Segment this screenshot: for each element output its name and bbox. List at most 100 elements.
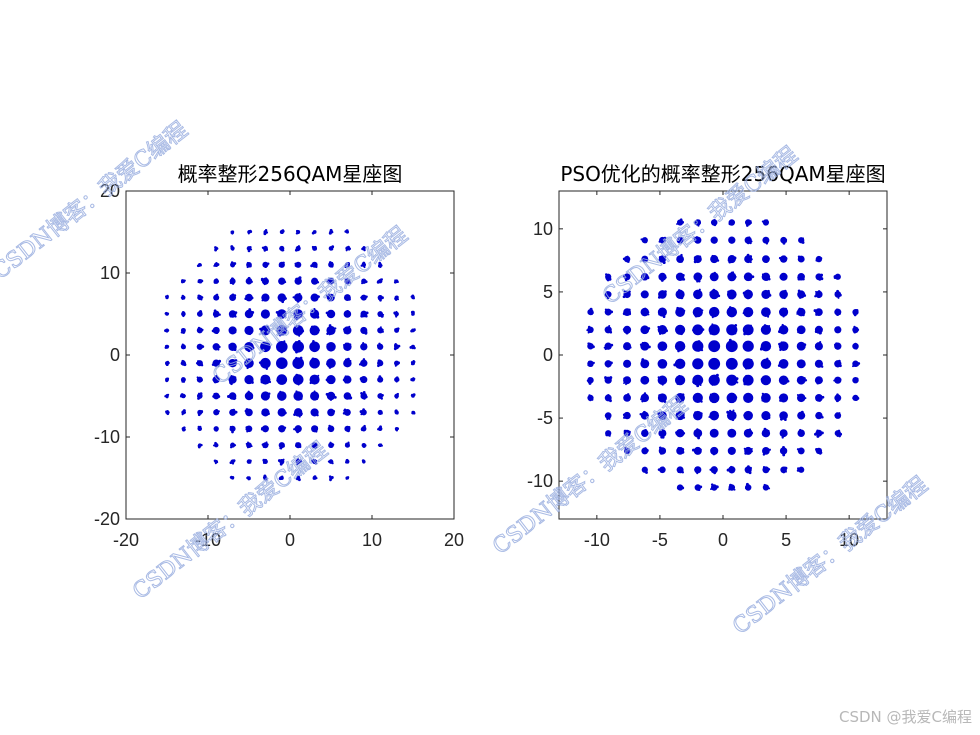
constellation-point: [675, 375, 686, 386]
constellation-point-noise: [378, 410, 381, 413]
constellation-point-noise: [313, 390, 316, 393]
constellation-point-noise: [345, 442, 348, 445]
constellation-point-noise: [265, 231, 268, 234]
constellation-point-noise: [282, 309, 285, 313]
constellation-point-noise: [743, 332, 746, 336]
constellation-point-noise: [298, 326, 301, 329]
constellation-point-noise: [713, 399, 717, 402]
constellation-point-noise: [784, 240, 787, 243]
constellation-point-noise: [228, 343, 231, 347]
constellation-point-noise: [660, 415, 663, 419]
constellation-point-noise: [332, 410, 336, 413]
constellation-point-noise: [745, 482, 749, 486]
constellation-point-noise: [731, 296, 734, 300]
constellation-point-noise: [590, 312, 593, 316]
constellation-point: [309, 357, 320, 369]
constellation-point-noise: [295, 442, 299, 445]
constellation-point-noise: [662, 448, 666, 452]
constellation-point-noise: [660, 394, 663, 396]
constellation-point-noise: [678, 342, 681, 345]
constellation-point-noise: [328, 262, 331, 266]
constellation-point-noise: [676, 400, 679, 403]
constellation-point-noise: [348, 362, 351, 365]
constellation-point-noise: [733, 256, 737, 260]
constellation-point-noise: [836, 289, 839, 293]
constellation-point-noise: [798, 258, 801, 261]
constellation-point-noise: [200, 279, 204, 283]
constellation-point-noise: [838, 312, 841, 316]
constellation-point-noise: [628, 312, 632, 316]
constellation-point-noise: [677, 359, 681, 363]
constellation-point-noise: [729, 341, 732, 344]
constellation-point-noise: [229, 425, 233, 429]
constellation-point-noise: [731, 393, 734, 397]
constellation-point-noise: [625, 359, 628, 363]
constellation-point-noise: [261, 443, 265, 446]
constellation-point: [725, 357, 738, 370]
constellation-point-noise: [626, 393, 630, 396]
y-tick-label: -10: [94, 427, 120, 447]
constellation-point-noise: [284, 327, 287, 330]
constellation-point-noise: [761, 273, 765, 276]
constellation-point-noise: [659, 452, 663, 455]
constellation-point-noise: [164, 346, 168, 349]
constellation-point-noise: [200, 344, 203, 348]
constellation-point-noise: [623, 346, 626, 349]
constellation-point-noise: [625, 331, 629, 335]
constellation-point-noise: [699, 448, 702, 451]
constellation-point-noise: [693, 260, 697, 264]
constellation-point: [292, 374, 304, 385]
constellation-point-noise: [247, 315, 249, 317]
constellation-point-noise: [696, 393, 699, 396]
constellation-point-noise: [330, 248, 334, 251]
constellation-point-noise: [248, 230, 251, 233]
constellation-point-noise: [277, 459, 281, 463]
constellation-point-noise: [312, 340, 315, 343]
constellation-point-noise: [378, 314, 382, 317]
constellation-point-noise: [283, 381, 286, 385]
constellation-point: [760, 358, 772, 370]
constellation-point-noise: [833, 379, 836, 382]
constellation-point-noise: [814, 432, 817, 436]
constellation-point-noise: [297, 314, 300, 318]
constellation-point: [710, 484, 718, 491]
constellation-point-noise: [312, 360, 315, 363]
constellation-point-noise: [663, 395, 666, 398]
constellation-point-noise: [268, 380, 272, 384]
constellation-point-noise: [778, 342, 781, 346]
constellation-point-noise: [729, 400, 732, 404]
constellation-point-noise: [801, 361, 805, 365]
constellation-point: [640, 307, 650, 317]
constellation-point-noise: [329, 478, 332, 482]
constellation-point-noise: [343, 408, 347, 412]
constellation-point-noise: [782, 470, 786, 474]
constellation-point-noise: [764, 223, 767, 226]
constellation-point-noise: [327, 293, 330, 296]
constellation-point-noise: [678, 484, 681, 488]
constellation-point-noise: [819, 379, 823, 382]
constellation-point-noise: [200, 443, 203, 447]
constellation-point-noise: [713, 240, 716, 244]
constellation-point-noise: [729, 307, 733, 311]
constellation-point-noise: [713, 471, 717, 475]
constellation-point-noise: [802, 313, 805, 317]
constellation-point: [261, 277, 269, 285]
constellation-point-noise: [233, 348, 237, 352]
constellation-point-noise: [312, 477, 315, 480]
constellation-point-noise: [607, 365, 610, 368]
constellation-point-noise: [750, 258, 753, 261]
constellation-point-noise: [180, 280, 184, 284]
constellation-point-noise: [328, 348, 332, 351]
constellation-point-noise: [216, 461, 218, 464]
constellation-point-noise: [781, 436, 784, 439]
constellation-point-noise: [700, 294, 703, 297]
constellation-point-noise: [213, 298, 216, 300]
constellation-point-noise: [411, 313, 414, 316]
constellation-point-noise: [310, 314, 313, 316]
x-tick-label: 5: [781, 530, 791, 550]
constellation-point-noise: [327, 310, 331, 314]
constellation-point-noise: [231, 282, 235, 285]
constellation-point-noise: [711, 486, 714, 489]
constellation-point-noise: [283, 280, 286, 283]
constellation-point-noise: [643, 326, 647, 330]
